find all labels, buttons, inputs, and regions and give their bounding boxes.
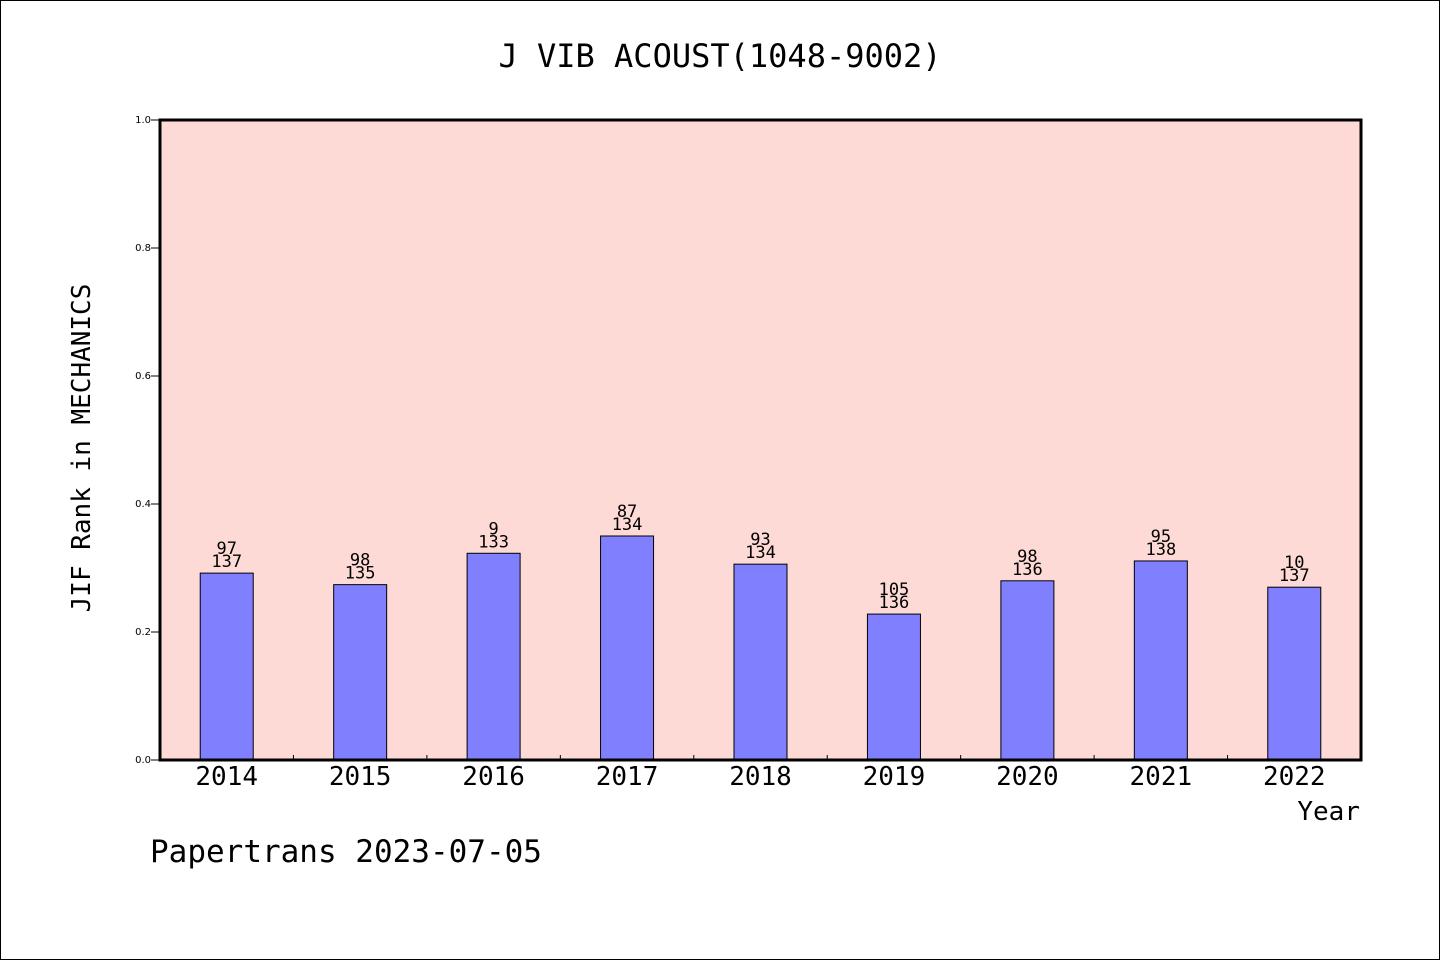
bar-2022 [1267,586,1322,761]
bar-rank-label-2018: 93 [750,530,770,550]
x-tick-label-2021: 2021 [1130,762,1193,792]
bar-2020 [1000,580,1055,761]
bar-total-label-2014: 137 [211,552,242,572]
y-tick-label: 0.4 [135,499,151,510]
y-tick-label: 0.2 [135,627,151,638]
x-tick-label-2019: 2019 [863,762,926,792]
bar-rank-label-2022: 10 [1284,553,1304,573]
x-tick-label-2017: 2017 [596,762,659,792]
bar-rank-label-2014: 97 [216,539,236,559]
bar-2015 [333,584,388,761]
bar-total-label-2019: 136 [879,593,910,613]
bar-total-label-2016: 133 [478,532,509,552]
y-tick-label: 1.0 [135,115,151,126]
y-tick-label: 0.0 [135,755,151,766]
bar-total-label-2015: 135 [345,564,376,584]
bar-total-label-2020: 136 [1012,560,1043,580]
x-tick-label-2022: 2022 [1263,762,1326,792]
bar-rank-label-2020: 98 [1017,547,1037,567]
bar-2016 [466,552,521,761]
bar-rank-label-2021: 95 [1151,527,1171,547]
x-tick-label-2018: 2018 [729,762,792,792]
x-axis-label: Year [1297,797,1360,827]
bar-total-label-2021: 138 [1145,540,1176,560]
x-tick-label-2015: 2015 [329,762,392,792]
bar-total-label-2022: 137 [1279,566,1310,586]
x-tick-label-2014: 2014 [195,762,258,792]
bar-rank-label-2016: 9 [488,519,498,539]
bar-2019 [866,613,921,761]
chart-title: J VIB ACOUST(1048-9002) [498,37,941,75]
y-tick-label: 0.8 [135,243,151,254]
bar-rank-label-2019: 105 [879,580,910,600]
bar-2017 [600,535,655,761]
bar-2021 [1133,560,1188,761]
y-tick-label: 0.6 [135,371,151,382]
x-tick-label-2016: 2016 [462,762,525,792]
plot-frame [158,118,1363,762]
bar-total-label-2017: 134 [612,515,643,535]
footer-source-date: Papertrans 2023-07-05 [150,834,542,870]
bar-2014 [199,572,254,761]
bar-rank-label-2015: 98 [350,551,370,571]
bar-2018 [733,563,788,761]
bar-total-label-2018: 134 [745,543,776,563]
bar-rank-label-2017: 87 [617,502,637,522]
y-axis-label: JIF Rank in MECHANICS [67,284,97,613]
x-tick-label-2020: 2020 [996,762,1059,792]
